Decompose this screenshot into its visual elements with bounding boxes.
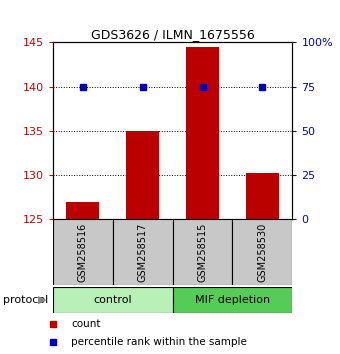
Text: ▶: ▶ [38,295,47,305]
Bar [172,219,233,285]
Bar [172,287,292,313]
Title: GDS3626 / ILMN_1675556: GDS3626 / ILMN_1675556 [91,28,254,41]
Text: protocol: protocol [3,295,49,305]
Bar [186,47,219,219]
Text: GSM258517: GSM258517 [138,223,148,282]
Bar [66,202,99,219]
Bar [233,219,292,285]
Bar [53,219,113,285]
Text: GSM258516: GSM258516 [78,223,88,282]
Text: MIF depletion: MIF depletion [195,295,270,305]
Bar [126,131,159,219]
Text: count: count [71,319,101,329]
Bar [246,173,279,219]
Text: percentile rank within the sample: percentile rank within the sample [71,337,247,347]
Bar [53,287,172,313]
Text: GSM258515: GSM258515 [198,223,207,282]
Text: control: control [93,295,132,305]
Text: GSM258530: GSM258530 [257,223,268,282]
Bar [113,219,173,285]
